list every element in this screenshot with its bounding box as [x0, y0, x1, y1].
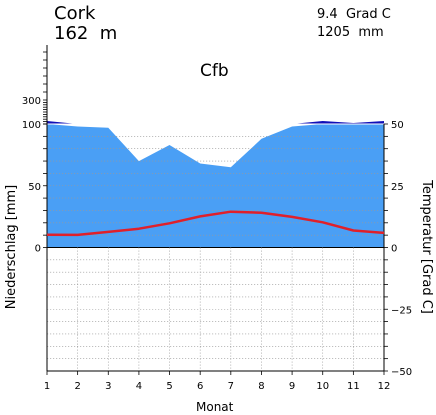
x-tick-label: 6: [197, 381, 203, 392]
x-tick-label: 12: [378, 381, 391, 392]
x-tick-label: 9: [289, 381, 295, 392]
right-tick-label: −50: [391, 367, 412, 378]
station-elevation: 162 m: [54, 23, 117, 44]
left-tick-label: 0: [35, 244, 41, 255]
x-tick-label: 2: [74, 381, 80, 392]
temperature-series: [46, 120, 385, 237]
x-tick-label: 5: [166, 381, 172, 392]
x-tick-label: 1: [44, 381, 50, 392]
left-tick-label: 50: [28, 182, 41, 193]
x-tick-label: 8: [258, 381, 264, 392]
right-tick-label: 0: [391, 244, 397, 255]
x-tick-label: 4: [136, 381, 142, 392]
annual-precipitation: 1205 mm: [317, 25, 384, 40]
x-tick-label: 3: [105, 381, 111, 392]
grid-lines: [46, 136, 385, 371]
axes: [43, 45, 388, 375]
right-tick-label: 25: [391, 182, 404, 193]
y-axis-label-left: Niederschlag [mm]: [4, 185, 19, 310]
y-axis-label-right: Temperatur [Grad C]: [419, 179, 434, 314]
left-tick-label: 100: [22, 120, 41, 131]
right-tick-label: 50: [391, 120, 404, 131]
temperature-line: [46, 210, 385, 237]
climate-class: Cfb: [200, 61, 229, 81]
station-name: Cork: [54, 3, 96, 24]
x-tick-label: 7: [228, 381, 234, 392]
mean-temperature: 9.4 Grad C: [317, 7, 391, 22]
x-tick-label: 11: [347, 381, 360, 392]
x-tick-label: 10: [316, 381, 329, 392]
precipitation-areas: [47, 121, 384, 248]
left-tick-label: 300: [22, 96, 41, 107]
x-axis-label: Monat: [196, 400, 234, 414]
right-tick-label: −25: [391, 305, 412, 316]
